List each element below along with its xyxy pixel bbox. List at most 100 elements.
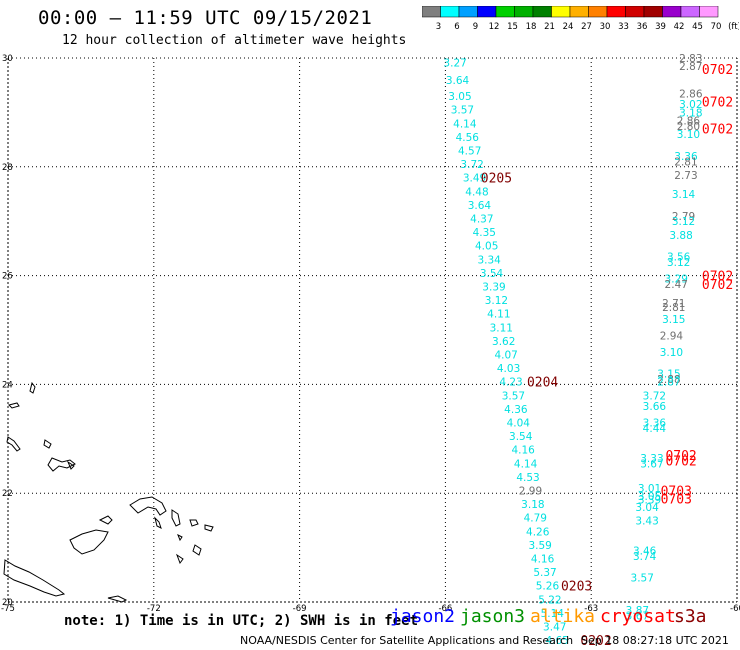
wave-height-value: 2.86 xyxy=(679,88,703,100)
wave-height-value: 3.10 xyxy=(677,129,700,141)
scale-label: 3 xyxy=(436,22,441,32)
wave-height-value: 3.49 xyxy=(463,173,486,185)
lon-tick-label: -69 xyxy=(293,604,307,614)
wave-height-value: 3.29 xyxy=(665,273,688,285)
wave-height-value: 3.66 xyxy=(643,401,667,413)
wave-height-value: 3.57 xyxy=(631,573,654,585)
wave-height-value: 3.87 xyxy=(626,605,649,617)
wave-height-value: 2.86 xyxy=(677,116,701,128)
main-track-times: 0205 0204 0203 0202 xyxy=(481,172,612,649)
wave-height-value: 3.18 xyxy=(521,499,544,511)
wave-height-value: 3.47 xyxy=(543,621,566,633)
legend-altika: altika xyxy=(530,606,596,627)
pass-time-label: 0702 xyxy=(702,278,733,293)
wave-height-value: 3.88 xyxy=(669,230,692,242)
wave-height-value: 3.11 xyxy=(490,322,513,334)
island-outline xyxy=(29,381,36,394)
wave-height-value: 3.62 xyxy=(492,336,515,348)
scale-swatch xyxy=(699,6,719,18)
wave-height-value: 2.88 xyxy=(657,374,680,386)
scale-label: 12 xyxy=(489,22,500,32)
lat-tick-label: 26 xyxy=(2,272,13,282)
island-outline xyxy=(107,595,128,603)
island-outline xyxy=(98,515,113,525)
wave-height-value: 3.67 xyxy=(626,611,649,623)
wave-height-value: 3.33 xyxy=(640,453,663,465)
wave-height-value: 2.80 xyxy=(677,121,700,133)
wave-height-value: 4.37 xyxy=(470,213,493,225)
pass-time-label: 0203 xyxy=(561,580,592,595)
island-outline xyxy=(154,516,162,529)
island-outline xyxy=(177,533,183,542)
scale-label: 9 xyxy=(473,22,478,32)
wave-height-value: 2.79 xyxy=(672,211,695,223)
main-altimeter-track: 3.273.643.053.574.144.564.573.723.494.48… xyxy=(443,57,568,647)
wave-height-value: 2.99 xyxy=(519,485,542,497)
island-outline xyxy=(3,559,66,597)
footer-note: note: 1) Time is in UTC; 2) SWH is in fe… xyxy=(64,613,419,629)
wave-height-value: 2.87 xyxy=(679,61,702,73)
wave-height-value: 3.05 xyxy=(448,91,471,103)
legend-cryosat: cryosat xyxy=(600,606,676,627)
scale-label: 21 xyxy=(544,22,555,32)
wave-height-value: 3.54 xyxy=(509,431,533,443)
wave-height-value: 4.14 xyxy=(514,458,538,470)
wave-height-value: 3.57 xyxy=(502,390,525,402)
wave-height-value: 4.03 xyxy=(497,363,520,375)
island-outline xyxy=(189,519,199,527)
wave-height-value: 4.04 xyxy=(507,417,531,429)
credit-text: NOAA/NESDIS Center for Satellite Applica… xyxy=(240,634,574,647)
pass-time-label: 0702 xyxy=(702,123,733,138)
wave-height-value: 4.48 xyxy=(465,186,488,198)
island-outline xyxy=(69,529,109,555)
lon-tick-label: -66 xyxy=(438,604,452,614)
wave-height-value: 2.94 xyxy=(660,330,684,342)
lat-tick-label: 20 xyxy=(2,598,13,608)
wave-height-value: 3.12 xyxy=(667,257,690,269)
wave-height-value: 3.67 xyxy=(640,458,663,470)
wave-height-value: 3.27 xyxy=(443,57,466,69)
scale-label: 27 xyxy=(581,22,592,32)
wave-height-value: 3.56 xyxy=(667,252,691,264)
pass-time-label: 0702 xyxy=(702,63,733,78)
scale-label: 70 xyxy=(711,22,722,32)
scale-label: 24 xyxy=(563,22,574,32)
scale-label: 36 xyxy=(637,22,648,32)
lat-tick-label: 28 xyxy=(2,163,13,173)
wave-height-value: 4.65 xyxy=(545,635,568,647)
page-subtitle: 12 hour collection of altimeter wave hei… xyxy=(62,33,407,48)
wave-height-value: 4.11 xyxy=(487,309,510,321)
pass-time-label: 0205 xyxy=(481,172,512,187)
wave-height-value: 3.57 xyxy=(451,105,474,117)
scale-label: (ft) xyxy=(728,22,739,32)
wave-height-value: 4.26 xyxy=(526,526,550,538)
island-outline xyxy=(175,553,184,565)
timestamp-text: Sep 18 08:27:18 UTC 2021 xyxy=(581,634,729,647)
scale-label: 30 xyxy=(600,22,611,32)
wave-height-value: 3.36 xyxy=(643,417,667,429)
wave-height-value: 4.57 xyxy=(458,145,481,157)
wave-height-value: 4.36 xyxy=(504,404,528,416)
pass-time-label: 0202 xyxy=(580,634,611,649)
wave-height-value: 2.73 xyxy=(674,170,697,182)
wave-height-value: 2.81 xyxy=(662,302,685,314)
wave-height-value: 2.81 xyxy=(674,156,697,168)
wave-height-value: 2.83 xyxy=(679,53,702,65)
scale-label: 18 xyxy=(526,22,537,32)
wave-height-value: 3.72 xyxy=(643,390,666,402)
wave-height-value: 2.87 xyxy=(657,377,680,389)
wave-height-value: 4.14 xyxy=(453,118,477,130)
pass-time-label: 0204 xyxy=(527,376,558,391)
wave-height-value: 4.07 xyxy=(494,349,517,361)
scale-label: 15 xyxy=(507,22,518,32)
wave-height-value: 3.39 xyxy=(482,281,505,293)
wave-height-value: 4.44 xyxy=(643,423,667,435)
scale-label: 45 xyxy=(692,22,703,32)
wave-height-value: 4.35 xyxy=(473,227,496,239)
pass-time-label: 0702 xyxy=(665,449,696,464)
wave-height-value: 4.16 xyxy=(511,445,535,457)
wave-height-value: 3.15 xyxy=(657,369,680,381)
